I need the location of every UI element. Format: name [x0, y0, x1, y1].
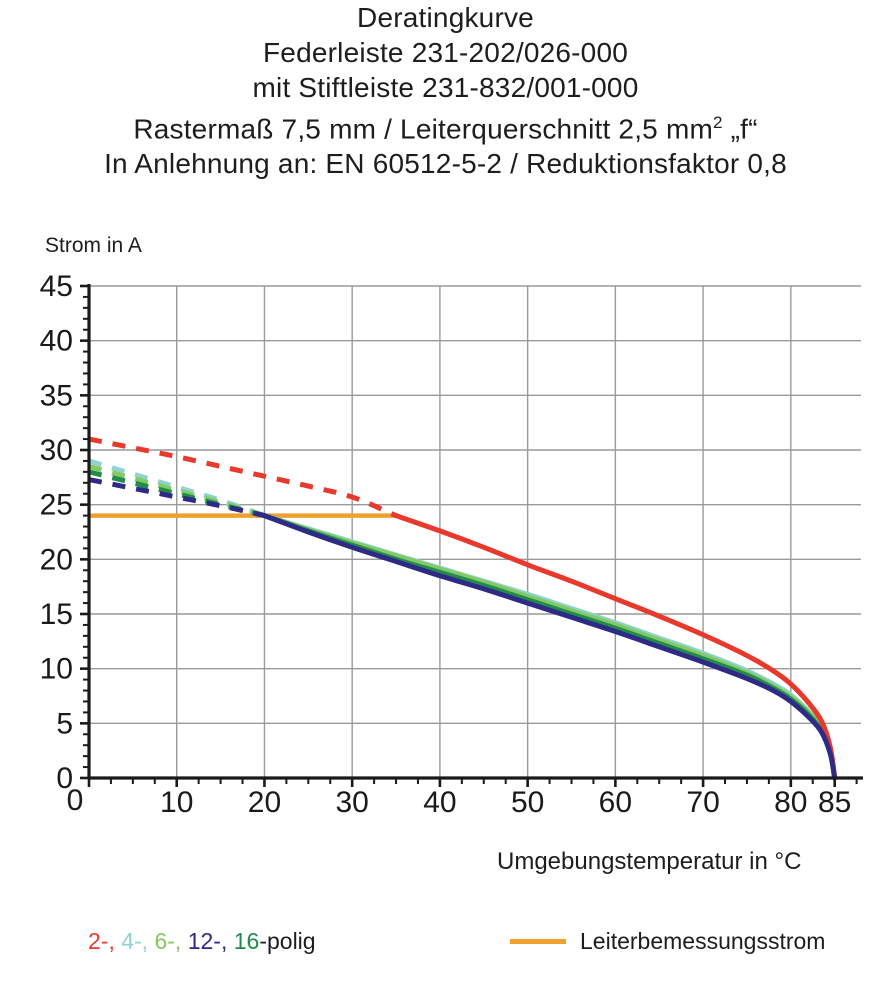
legend-part-3: 12-,: [181, 928, 228, 954]
series-solid-16-polig: [261, 513, 838, 781]
title-line-4: Rastermaß 7,5 mm / Leiterquerschnitt 2,5…: [0, 105, 891, 146]
chart-legend: 2-, 4-, 6-, 12-, 16-polig Leiterbemessun…: [0, 928, 891, 968]
x-tick-label-70: 70: [686, 786, 719, 819]
title-line-5: In Anlehnung an: EN 60512-5-2 / Reduktio…: [104, 148, 787, 180]
legend-series-poles: 2-, 4-, 6-, 12-, 16-polig: [88, 928, 316, 955]
y-tick-label-10: 10: [40, 653, 73, 686]
y-tick-label-20: 20: [40, 543, 73, 576]
x-tick-label-80: 80: [774, 786, 807, 819]
y-tick-label-45: 45: [40, 270, 73, 303]
x-axis-label: Umgebungstemperatur in °C: [497, 848, 802, 875]
legend-part-4: 16: [227, 928, 260, 954]
series-dashed-12-polig: [88, 477, 265, 519]
legend-reference-current: Leiterbemessungsstrom: [510, 928, 825, 955]
x-tick-label-30: 30: [335, 786, 368, 819]
legend-part-2: 6-,: [148, 928, 182, 954]
series-solid-2-polig: [393, 513, 838, 781]
y-tick-label-0: 0: [56, 762, 73, 795]
x-tick-label-0: 0: [67, 784, 84, 817]
legend-part-1: 4-,: [114, 928, 149, 954]
series-dashed-2-polig: [88, 436, 398, 518]
x-tick-label-10: 10: [160, 786, 193, 819]
y-tick-label-5: 5: [56, 707, 73, 740]
series-solid-12-polig: [261, 513, 838, 781]
y-tick-label-35: 35: [40, 379, 73, 412]
series-solid-4-polig: [261, 513, 838, 781]
y-tick-label-25: 25: [40, 489, 73, 522]
x-tick-label-50: 50: [511, 786, 544, 819]
x-tick-label-60: 60: [599, 786, 632, 819]
title-line-2: Federleiste 231-202/026-000: [263, 37, 628, 68]
title-line-1: Deratingkurve: [357, 2, 534, 33]
x-tick-label-85: 85: [818, 786, 851, 819]
x-tick-label-40: 40: [423, 786, 456, 819]
legend-part-0: 2-,: [88, 928, 115, 954]
title-line-4-prefix: Rastermaß 7,5 mm / Leiterquerschnitt 2,5…: [133, 113, 713, 145]
legend-reference-label: Leiterbemessungsstrom: [580, 928, 826, 954]
title-line-4-superscript: 2: [713, 113, 723, 132]
y-tick-label-40: 40: [40, 325, 73, 358]
legend-part-5: -polig: [259, 928, 316, 954]
chart-title-block: Deratingkurve Federleiste 231-202/026-00…: [0, 0, 891, 181]
y-tick-label-15: 15: [40, 598, 73, 631]
y-tick-label-30: 30: [40, 434, 73, 467]
series-solid-6-polig: [261, 513, 838, 781]
legend-swatch-icon: [510, 939, 566, 944]
title-line-4-suffix: „f“: [722, 113, 758, 145]
title-line-3: mit Stiftleiste 231-832/001-000: [252, 72, 639, 103]
y-axis-label: Strom in A: [45, 234, 142, 257]
x-tick-label-20: 20: [248, 786, 281, 819]
